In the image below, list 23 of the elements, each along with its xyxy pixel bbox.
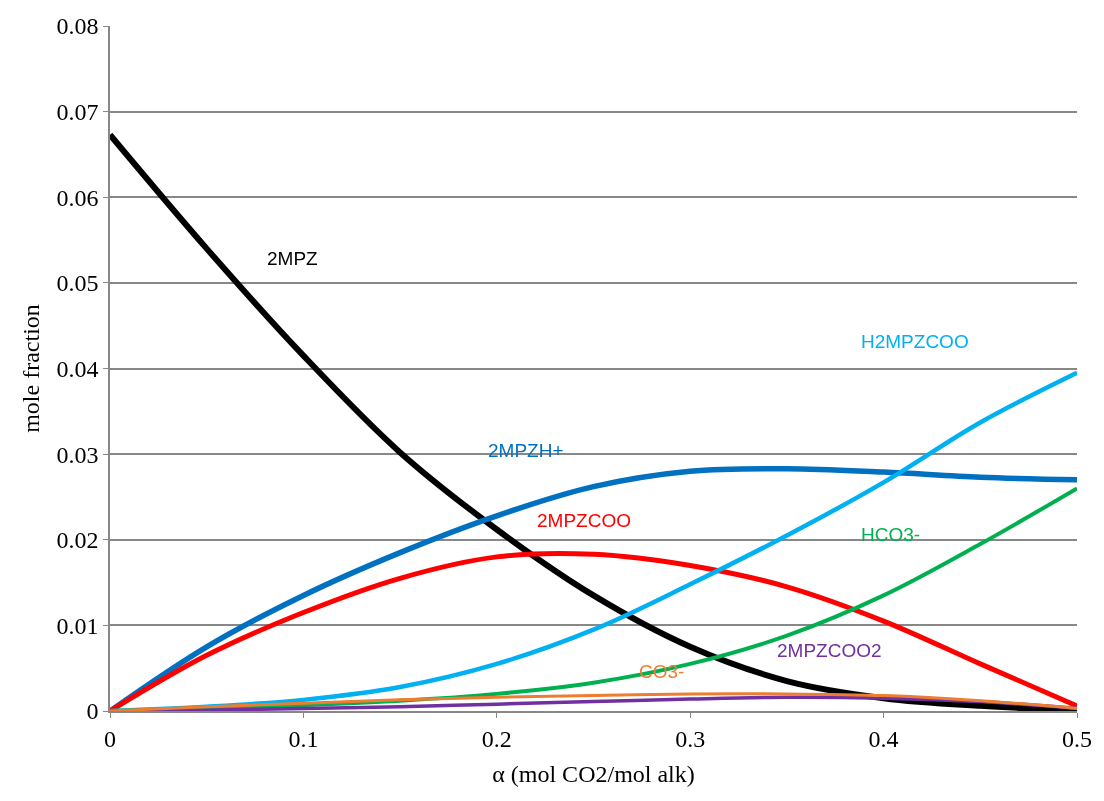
y-tick-label: 0.03 [56,441,99,468]
x-axis-title: α (mol CO2/mol alk) [492,761,695,788]
text: H2MPZCOO [861,331,969,352]
series-label: 2MPZ [267,248,319,269]
series-label: 2MPZCOO2 [777,640,882,661]
x-tick-label: 0.2 [481,725,512,752]
y-tick-label: 0 [86,698,99,725]
series-label: 2MPZCOO [537,510,631,531]
series-label: HCO3- [861,524,921,545]
x-tick-label: 0.4 [868,725,899,752]
y-tick-label: 0.04 [56,355,99,382]
y-tick-label: 0.08 [56,13,99,40]
x-tick-label: 0.5 [1062,725,1092,752]
y-tick-label: 0.02 [56,527,99,554]
y-tick-label: 0.06 [56,184,99,211]
y-tick-label: 0.05 [56,270,99,297]
y-tick-label: 0.01 [56,612,99,639]
x-tick-label: 0.1 [288,725,319,752]
y-axis-title: mole fraction [18,304,45,433]
x-tick-label: 0.3 [675,725,706,752]
y-tick-label: 0.07 [56,99,99,126]
series-label: 2MPZH+ [488,440,564,461]
x-tick-label: 0 [104,725,116,752]
